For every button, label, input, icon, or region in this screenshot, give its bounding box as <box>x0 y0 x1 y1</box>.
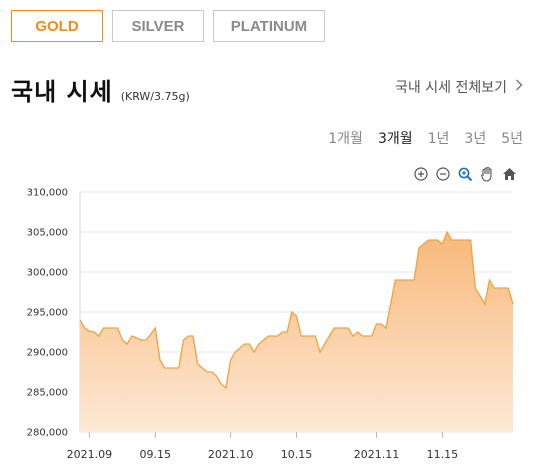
magnifier-icon[interactable] <box>457 166 473 182</box>
x-tick-label: 2021.11 <box>354 448 400 461</box>
period-1y[interactable]: 1년 <box>427 131 450 147</box>
price-area <box>80 232 513 432</box>
y-tick-label: 290,000 <box>27 348 68 359</box>
x-tick-label: 09.15 <box>140 448 172 461</box>
y-tick-label: 305,000 <box>27 228 68 239</box>
page-title: 국내 시세 <box>11 78 113 106</box>
y-tick-label: 295,000 <box>27 308 68 319</box>
price-chart: 280,000 285,000 290,000 295,000 300,000 305,0… <box>27 188 514 461</box>
tab-gold[interactable]: GOLD <box>11 10 103 42</box>
page-header: 국내 시세 (KRW/3.75g) <box>11 72 190 107</box>
see-all-label: 국내 시세 전체보기 <box>395 80 507 96</box>
period-selector: 1개월 3개월 1년 3년 5년 <box>328 128 523 148</box>
y-tick-label: 285,000 <box>27 388 68 399</box>
period-5y[interactable]: 5년 <box>501 131 523 147</box>
see-all-link[interactable]: 국내 시세 전체보기 <box>395 77 523 97</box>
pan-hand-icon[interactable] <box>479 166 495 182</box>
x-tick-label: 2021.10 <box>208 448 254 461</box>
period-3y[interactable]: 3년 <box>464 131 487 147</box>
period-1m[interactable]: 1개월 <box>328 131 363 147</box>
chevron-right-icon <box>515 79 523 95</box>
period-3m[interactable]: 3개월 <box>377 131 413 147</box>
y-tick-label: 310,000 <box>27 188 68 199</box>
home-icon[interactable] <box>501 166 517 182</box>
y-tick-label: 280,000 <box>27 428 68 439</box>
chart-toolbar <box>413 166 517 182</box>
price-line <box>79 230 514 390</box>
x-tick-label: 11.15 <box>427 448 459 461</box>
x-tick-label: 10.15 <box>281 448 313 461</box>
tab-platinum[interactable]: PLATINUM <box>213 10 325 42</box>
tab-silver[interactable]: SILVER <box>112 10 204 42</box>
y-tick-label: 300,000 <box>27 268 68 279</box>
zoom-out-icon[interactable] <box>435 166 451 182</box>
unit-label: (KRW/3.75g) <box>120 90 190 103</box>
zoom-in-icon[interactable] <box>413 166 429 182</box>
x-tick-label: 2021.09 <box>67 448 113 461</box>
metal-tabs: GOLD SILVER PLATINUM <box>11 10 325 42</box>
